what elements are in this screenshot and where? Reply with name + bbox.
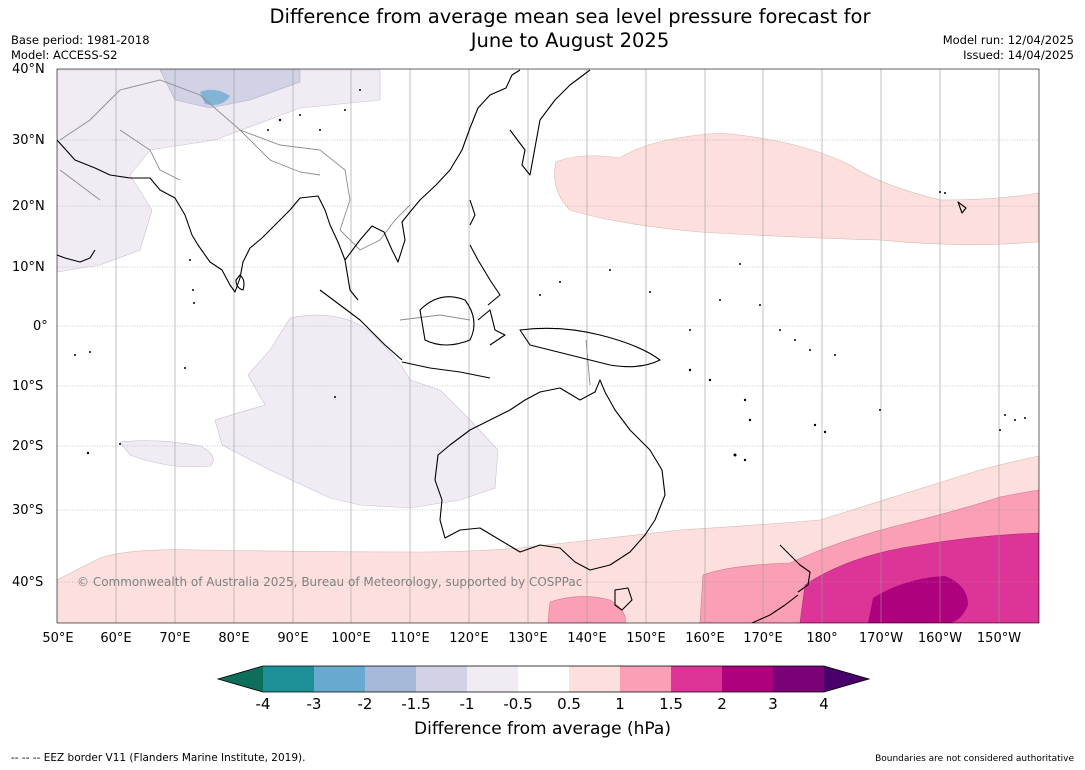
lon-label: 170°W xyxy=(858,631,904,646)
lat-label: 10°S xyxy=(12,379,44,394)
lat-label: 30°S xyxy=(12,503,44,518)
coast-philippines xyxy=(469,244,501,306)
lon-label: 80°E xyxy=(218,631,250,646)
coastlines xyxy=(57,69,967,623)
anomaly-very-strong-southern xyxy=(868,576,968,623)
colorbar-tick-label: 3 xyxy=(768,695,778,713)
lon-label: 130°E xyxy=(508,631,548,646)
colorbar-tick-label: -2 xyxy=(357,695,373,713)
coast-java xyxy=(401,361,491,379)
coast-borneo xyxy=(419,296,475,346)
colorbar-swatch xyxy=(365,666,416,692)
coast-nz-south xyxy=(751,594,799,623)
map-frame xyxy=(56,68,1040,624)
coast-china xyxy=(344,69,521,263)
colorbar-swatch xyxy=(773,666,824,692)
boundaries-disclaimer: Boundaries are not considered authoritat… xyxy=(875,754,1074,764)
colorbar-swatch xyxy=(314,666,365,692)
lon-label: 180° xyxy=(806,631,838,646)
lon-label: 70°E xyxy=(159,631,191,646)
title-line-1: Difference from average mean sea level p… xyxy=(269,5,871,28)
coast-taiwan xyxy=(469,199,476,226)
lat-label: 0° xyxy=(33,319,48,334)
colorbar-swatch xyxy=(416,666,467,692)
colorbar-tick-label: 1.5 xyxy=(659,695,683,713)
copyright-notice: © Commonwealth of Australia 2025, Bureau… xyxy=(77,575,583,589)
colorbar-tick-label: -1 xyxy=(459,695,475,713)
coast-sumatra xyxy=(319,289,403,361)
lon-label: 60°E xyxy=(100,631,132,646)
coast-australia xyxy=(434,379,666,571)
anomaly-low-arabia xyxy=(57,69,381,273)
lat-label: 20°S xyxy=(12,439,44,454)
colorbar-swatch xyxy=(467,666,518,692)
lon-label: 140°E xyxy=(567,631,607,646)
model-run: Model run: 12/04/2025 xyxy=(942,33,1074,47)
meta-left: Base period: 1981-2018 Model: ACCESS-S2 xyxy=(11,33,150,63)
lon-label: 160°E xyxy=(685,631,725,646)
colorbar-swatch xyxy=(518,666,569,692)
colorbar-tick-label: 4 xyxy=(819,695,829,713)
colorbar-title: Difference from average (hPa) xyxy=(414,719,671,739)
coast-tasmania xyxy=(614,587,633,611)
lon-label: 120°E xyxy=(449,631,489,646)
colorbar-swatch xyxy=(722,666,773,692)
lat-label: 40°S xyxy=(12,575,44,590)
colorbar-swatch xyxy=(620,666,671,692)
colorbar-tick-label: 0.5 xyxy=(557,695,581,713)
anomaly-low-indian-ocean xyxy=(214,314,499,509)
eez-footnote: -- -- -- EEZ border V11 (Flanders Marine… xyxy=(11,752,306,764)
lon-gridlines xyxy=(115,69,1000,623)
coast-nz-north xyxy=(779,544,811,593)
map-plot-area xyxy=(57,69,1039,623)
colorbar xyxy=(216,665,871,693)
lat-label: 20°N xyxy=(12,199,45,214)
meta-right: Model run: 12/04/2025 Issued: 14/04/2025 xyxy=(943,33,1074,63)
lon-label: 100°E xyxy=(331,631,371,646)
colorbar-extend-high xyxy=(824,666,869,692)
model-name: Model: ACCESS-S2 xyxy=(11,48,118,62)
anomaly-low-small xyxy=(119,440,214,468)
colorbar-swatch xyxy=(671,666,722,692)
colorbar-swatch xyxy=(569,666,620,692)
coast-new-guinea xyxy=(519,327,661,368)
lon-label: 50°E xyxy=(42,631,74,646)
lat-gridlines xyxy=(57,69,1039,583)
coast-arabia-india xyxy=(57,139,359,301)
coast-korea-japan xyxy=(509,69,591,176)
country-borders xyxy=(59,79,591,386)
lat-label: 40°N xyxy=(12,62,45,77)
issued-date: Issued: 14/04/2025 xyxy=(963,48,1074,62)
colorbar-tick-label: -1.5 xyxy=(401,695,431,713)
colorbar-tick-label: -0.5 xyxy=(503,695,533,713)
lat-label: 10°N xyxy=(12,260,45,275)
anomaly-strong-southern xyxy=(799,532,1039,623)
anomaly-high-north-pacific xyxy=(554,132,1039,245)
colorbar-tick-label: -3 xyxy=(306,695,322,713)
colorbar-swatch xyxy=(263,666,314,692)
map-title: Difference from average mean sea level p… xyxy=(170,5,970,53)
colorbar-extend-low xyxy=(218,666,263,692)
lon-label: 90°E xyxy=(277,631,309,646)
coast-africa-horn xyxy=(57,249,96,263)
colorbar-tick-label: 2 xyxy=(717,695,727,713)
lon-label: 150°W xyxy=(976,631,1022,646)
colorbar-tick-label: -4 xyxy=(255,695,271,713)
lon-label: 110°E xyxy=(390,631,430,646)
colorbar-tick-label: 1 xyxy=(615,695,625,713)
coast-sulawesi xyxy=(477,309,506,346)
lon-label: 170°E xyxy=(743,631,783,646)
lon-label: 160°W xyxy=(917,631,963,646)
lat-label: 30°N xyxy=(12,133,45,148)
coast-sri-lanka xyxy=(235,274,245,291)
base-period: Base period: 1981-2018 xyxy=(11,33,150,47)
title-line-2: June to August 2025 xyxy=(470,29,670,52)
island-dots xyxy=(74,89,1026,462)
coast-hawaii xyxy=(957,201,967,214)
lon-label: 150°E xyxy=(626,631,666,646)
